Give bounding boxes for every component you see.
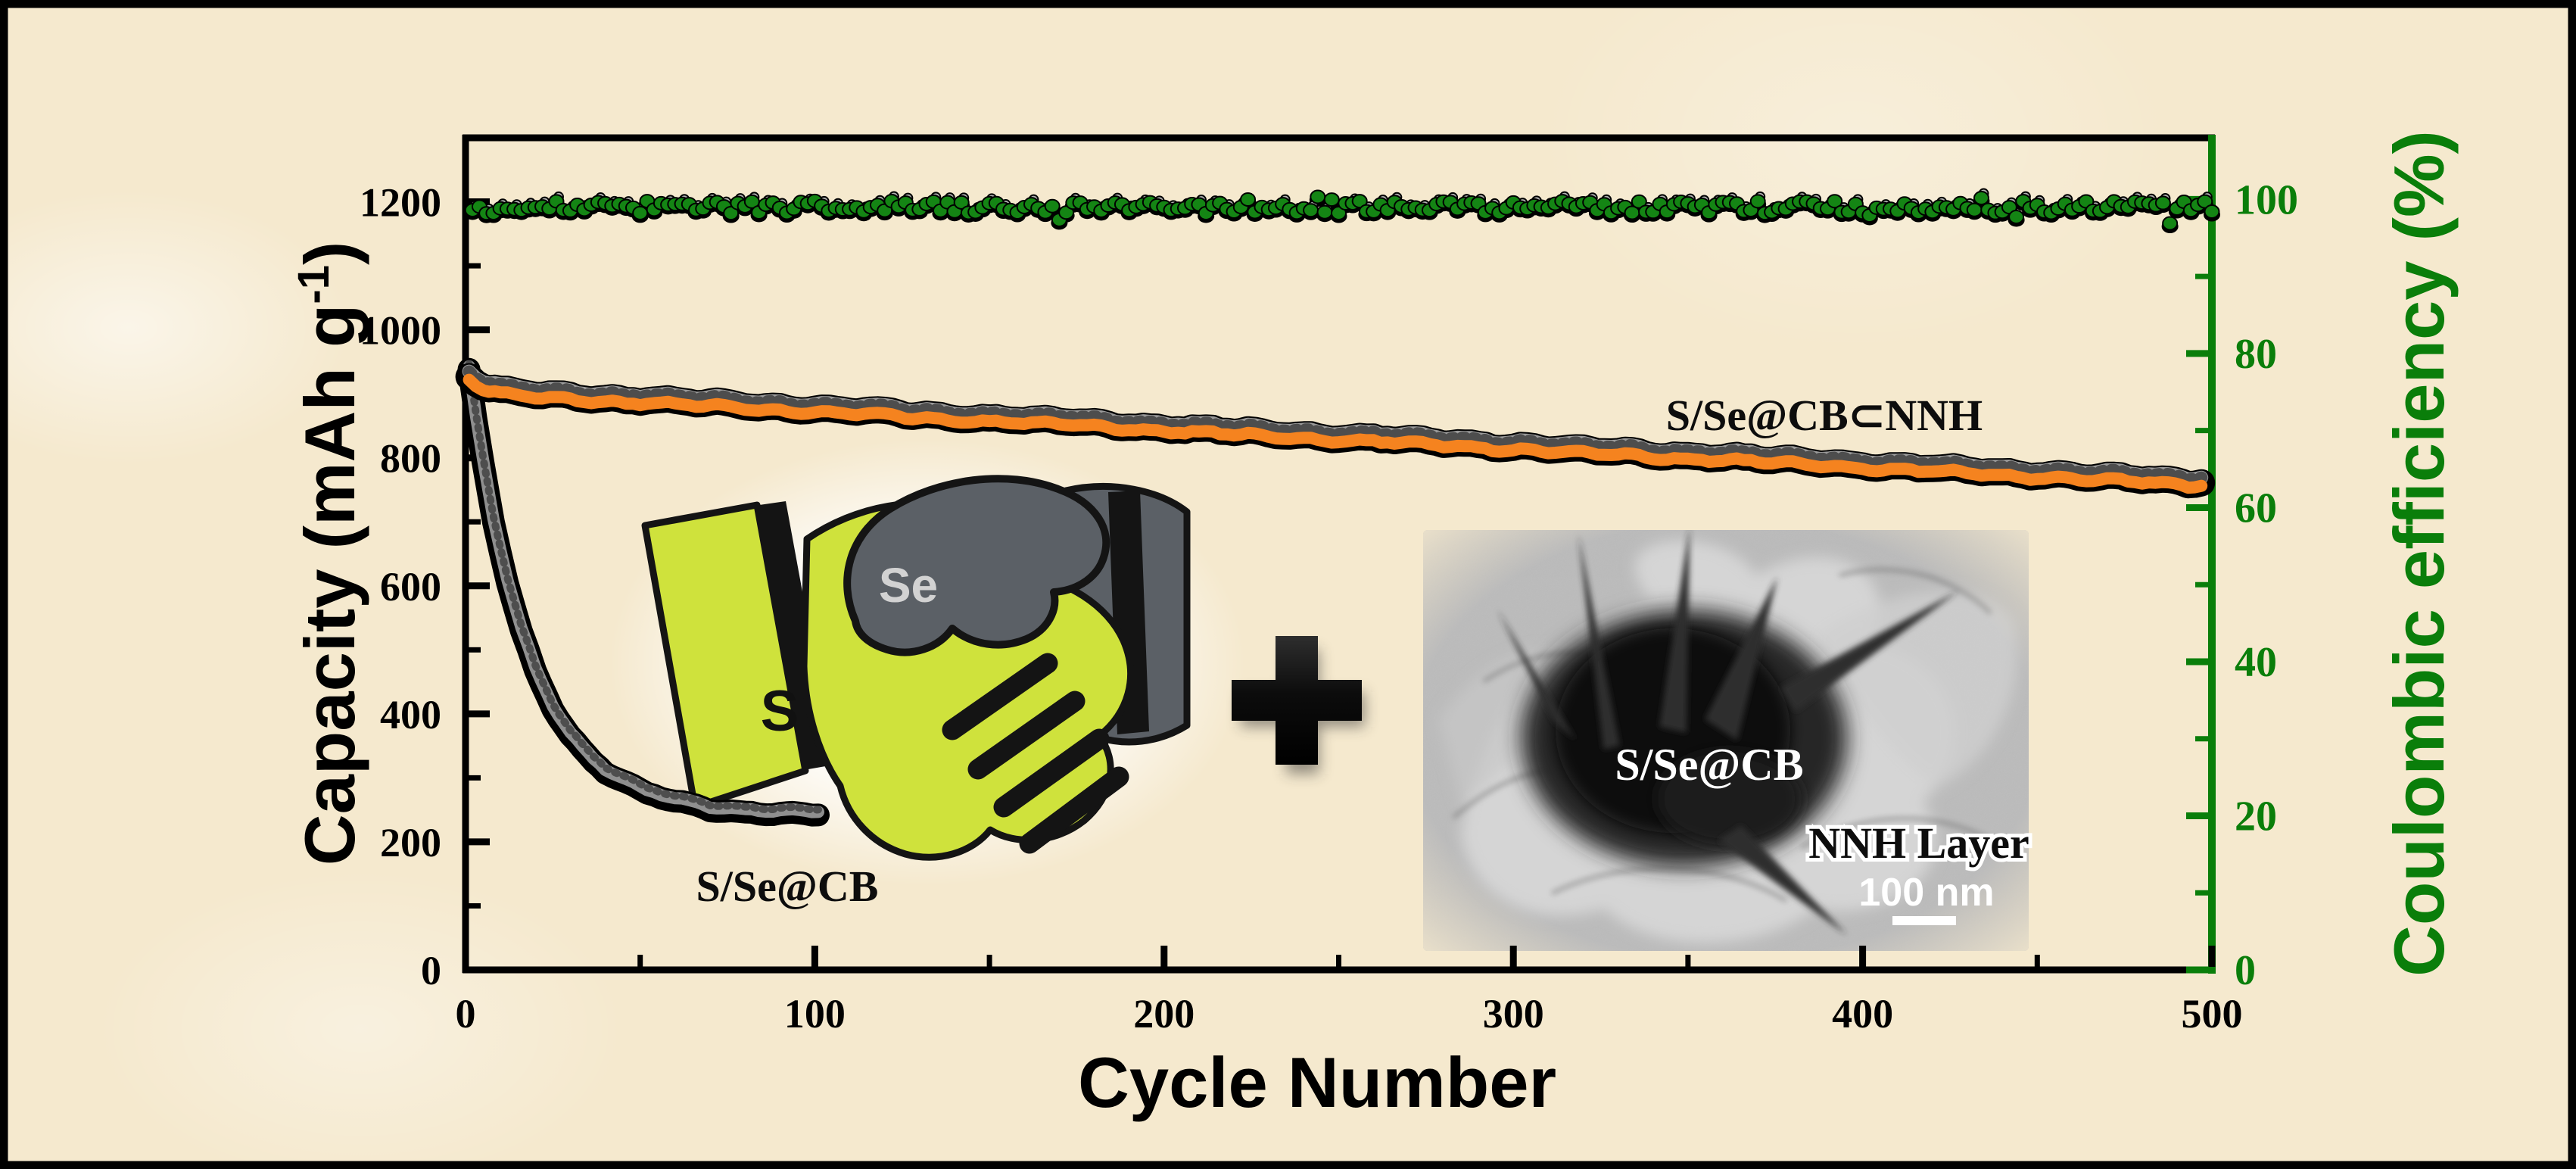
finger-slits	[942, 653, 1129, 854]
data-series	[455, 188, 2220, 827]
ce-point	[1303, 203, 1319, 218]
x-tick-label: 200	[1133, 991, 1195, 1037]
series1-annotation: S/Se@CB⊂NNH	[1666, 391, 1983, 440]
ce-point	[1310, 189, 1326, 204]
ce-point	[1323, 192, 1340, 207]
series-nnh-hatch	[463, 365, 2208, 486]
x-axis-title: Cycle Number	[1078, 1043, 1556, 1122]
ce-point	[1351, 194, 1368, 209]
ce-point	[1316, 204, 1333, 220]
ce-point	[723, 206, 740, 221]
series-nnh-line	[463, 373, 2208, 494]
handshake-illustration: S Se	[609, 439, 1245, 886]
ce-point	[1966, 202, 1983, 217]
x-tick-label: 500	[2182, 991, 2243, 1037]
hand-sulfur-label: S	[761, 679, 799, 743]
x-tick-label: 100	[784, 991, 846, 1037]
x-tick-label: 300	[1483, 991, 1544, 1037]
series2-annotation: S/Se@CB	[696, 862, 879, 911]
y-left-tick-label: 0	[421, 948, 441, 993]
ce-point	[2154, 195, 2171, 210]
ce-point	[1240, 192, 1257, 207]
ce-point	[2162, 216, 2179, 231]
ce-point	[2197, 194, 2213, 209]
y-left-tick-label: 600	[380, 564, 441, 609]
plot-axes	[462, 134, 2216, 974]
y-right-tick-label: 0	[2235, 947, 2256, 994]
x-tick-label: 0	[456, 991, 476, 1037]
x-tick-label: 400	[1832, 991, 1893, 1037]
ce-point	[1827, 194, 1843, 209]
tem-core-label: S/Se@CB	[1615, 740, 1803, 790]
right-axis-title: Coulombic efficiency (%)	[2379, 130, 2459, 977]
ce-point	[953, 195, 970, 210]
left-axis-title: Capacity (mAh g-1)	[289, 242, 369, 866]
hand-selenium-label: Se	[879, 558, 938, 613]
y-right-tick-label: 60	[2235, 485, 2277, 532]
gray-hand	[843, 475, 1110, 656]
ce-point	[1044, 198, 1061, 214]
ce-point	[2204, 204, 2220, 220]
ce-point	[1749, 194, 1766, 209]
y-left-tick-label: 1200	[360, 180, 441, 226]
y-left-tick-label: 200	[380, 820, 441, 865]
tem-scalebar	[1892, 916, 1956, 925]
y-right-tick-label: 20	[2235, 793, 2277, 840]
y-left-tick-label: 800	[380, 436, 441, 482]
ce-point	[1973, 191, 1989, 206]
tem-scalebar-label: 100 nm	[1858, 871, 1994, 915]
ce-point	[2008, 209, 2025, 224]
y-left-tick-label: 400	[380, 692, 441, 737]
series-ssecb-hatch	[465, 360, 822, 814]
y-left-tick-label: 1000	[360, 308, 441, 354]
y-right-tick-label: 40	[2235, 639, 2277, 686]
series-ssecb-line	[463, 360, 824, 818]
ce-point	[632, 205, 649, 220]
plus-icon	[1232, 636, 1365, 774]
tem-image-inset: S/Se@CB NNH Layer 100 nm	[1423, 530, 2033, 951]
ce-point	[1631, 194, 1647, 209]
yellow-sleeve	[641, 501, 809, 811]
y-right-tick-label: 100	[2235, 176, 2298, 223]
tem-layer-label: NNH Layer	[1808, 818, 2029, 868]
y-right-tick-label: 80	[2235, 331, 2277, 378]
